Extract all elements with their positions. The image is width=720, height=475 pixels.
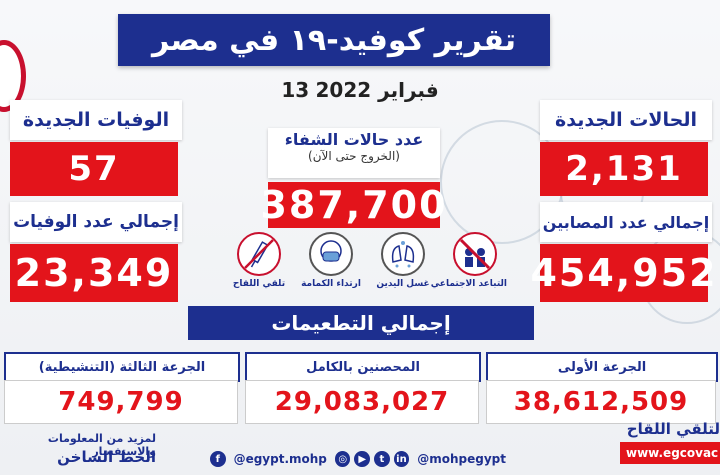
report-date: 13 فبراير 2022 bbox=[250, 78, 470, 102]
recovered-label: عدد حالات الشفاء bbox=[284, 130, 424, 149]
precaution-item: غسل اليدين bbox=[371, 232, 435, 289]
social-bar: f @egypt.mohp ◎ ▶ t in @mohpegypt bbox=[210, 446, 510, 472]
total-cases-label: إجمالي عدد المصابين bbox=[540, 202, 712, 242]
social-handle-2[interactable]: @mohpegypt bbox=[417, 452, 506, 466]
youtube-icon[interactable]: ▶ bbox=[354, 451, 371, 467]
precaution-item: ارتداء الكمامة bbox=[299, 232, 363, 289]
mask-icon bbox=[309, 232, 353, 276]
precaution-label: ارتداء الكمامة bbox=[301, 279, 361, 289]
vaccination-title: إجمالي التطعيمات bbox=[188, 306, 534, 340]
vaccine-title: لتلقي اللقاح bbox=[626, 420, 720, 438]
vaccine-icon bbox=[237, 232, 281, 276]
page-title: تقرير كوفيد-١٩ في مصر bbox=[118, 14, 550, 66]
precaution-item: تلقي اللقاح bbox=[227, 232, 291, 289]
total-deaths-label: إجمالي عدد الوفيات bbox=[10, 202, 182, 242]
recovered-sublabel: (الخروج حتى الآن) bbox=[308, 149, 400, 163]
precaution-label: التباعد الاجتماعي bbox=[430, 279, 507, 289]
social-handle-1[interactable]: @egypt.mohp bbox=[233, 452, 327, 466]
hand-washing-icon bbox=[381, 232, 425, 276]
precaution-item: التباعد الاجتماعي bbox=[430, 232, 507, 289]
social-distancing-icon bbox=[453, 232, 497, 276]
first-dose-value: 38,612,509 bbox=[486, 380, 716, 424]
first-dose-label: الجرعة الأولى bbox=[486, 352, 718, 382]
precautions-row: التباعد الاجتماعي غسل اليدين ارتداء الكم… bbox=[222, 232, 507, 302]
precaution-label: غسل اليدين bbox=[376, 279, 430, 289]
date-month-year: فبراير 2022 bbox=[315, 78, 439, 102]
booster-label: الجرعة الثالثة (التنشيطية) bbox=[4, 352, 240, 382]
linkedin-icon[interactable]: in bbox=[393, 451, 410, 467]
total-cases-value: 454,952 bbox=[530, 244, 716, 302]
total-deaths-value: 23,349 bbox=[10, 244, 178, 302]
date-day: 13 bbox=[281, 78, 310, 102]
new-deaths-value: 57 bbox=[10, 142, 178, 196]
hotline-label: الخط الساخن bbox=[57, 448, 156, 466]
facebook-icon[interactable]: f bbox=[210, 451, 226, 467]
recovered-value: 387,700 bbox=[260, 182, 448, 228]
booster-value: 749,799 bbox=[4, 380, 238, 424]
precaution-label: تلقي اللقاح bbox=[232, 279, 286, 289]
twitter-icon[interactable]: t bbox=[374, 451, 390, 467]
new-cases-label: الحالات الجديدة bbox=[540, 100, 712, 140]
recovered-label-box: عدد حالات الشفاء (الخروج حتى الآن) bbox=[268, 128, 440, 178]
info-line: لمزيد من المعلومات والاستفسار bbox=[47, 432, 156, 458]
new-cases-value: 2,131 bbox=[540, 142, 708, 196]
fully-vaccinated-value: 29,083,027 bbox=[245, 380, 479, 424]
new-deaths-label: الوفيات الجديدة bbox=[10, 100, 182, 140]
instagram-icon[interactable]: ◎ bbox=[334, 451, 351, 467]
fully-vaccinated-label: المحصنين بالكامل bbox=[245, 352, 481, 382]
vaccine-link[interactable]: www.egcovac bbox=[620, 442, 720, 464]
